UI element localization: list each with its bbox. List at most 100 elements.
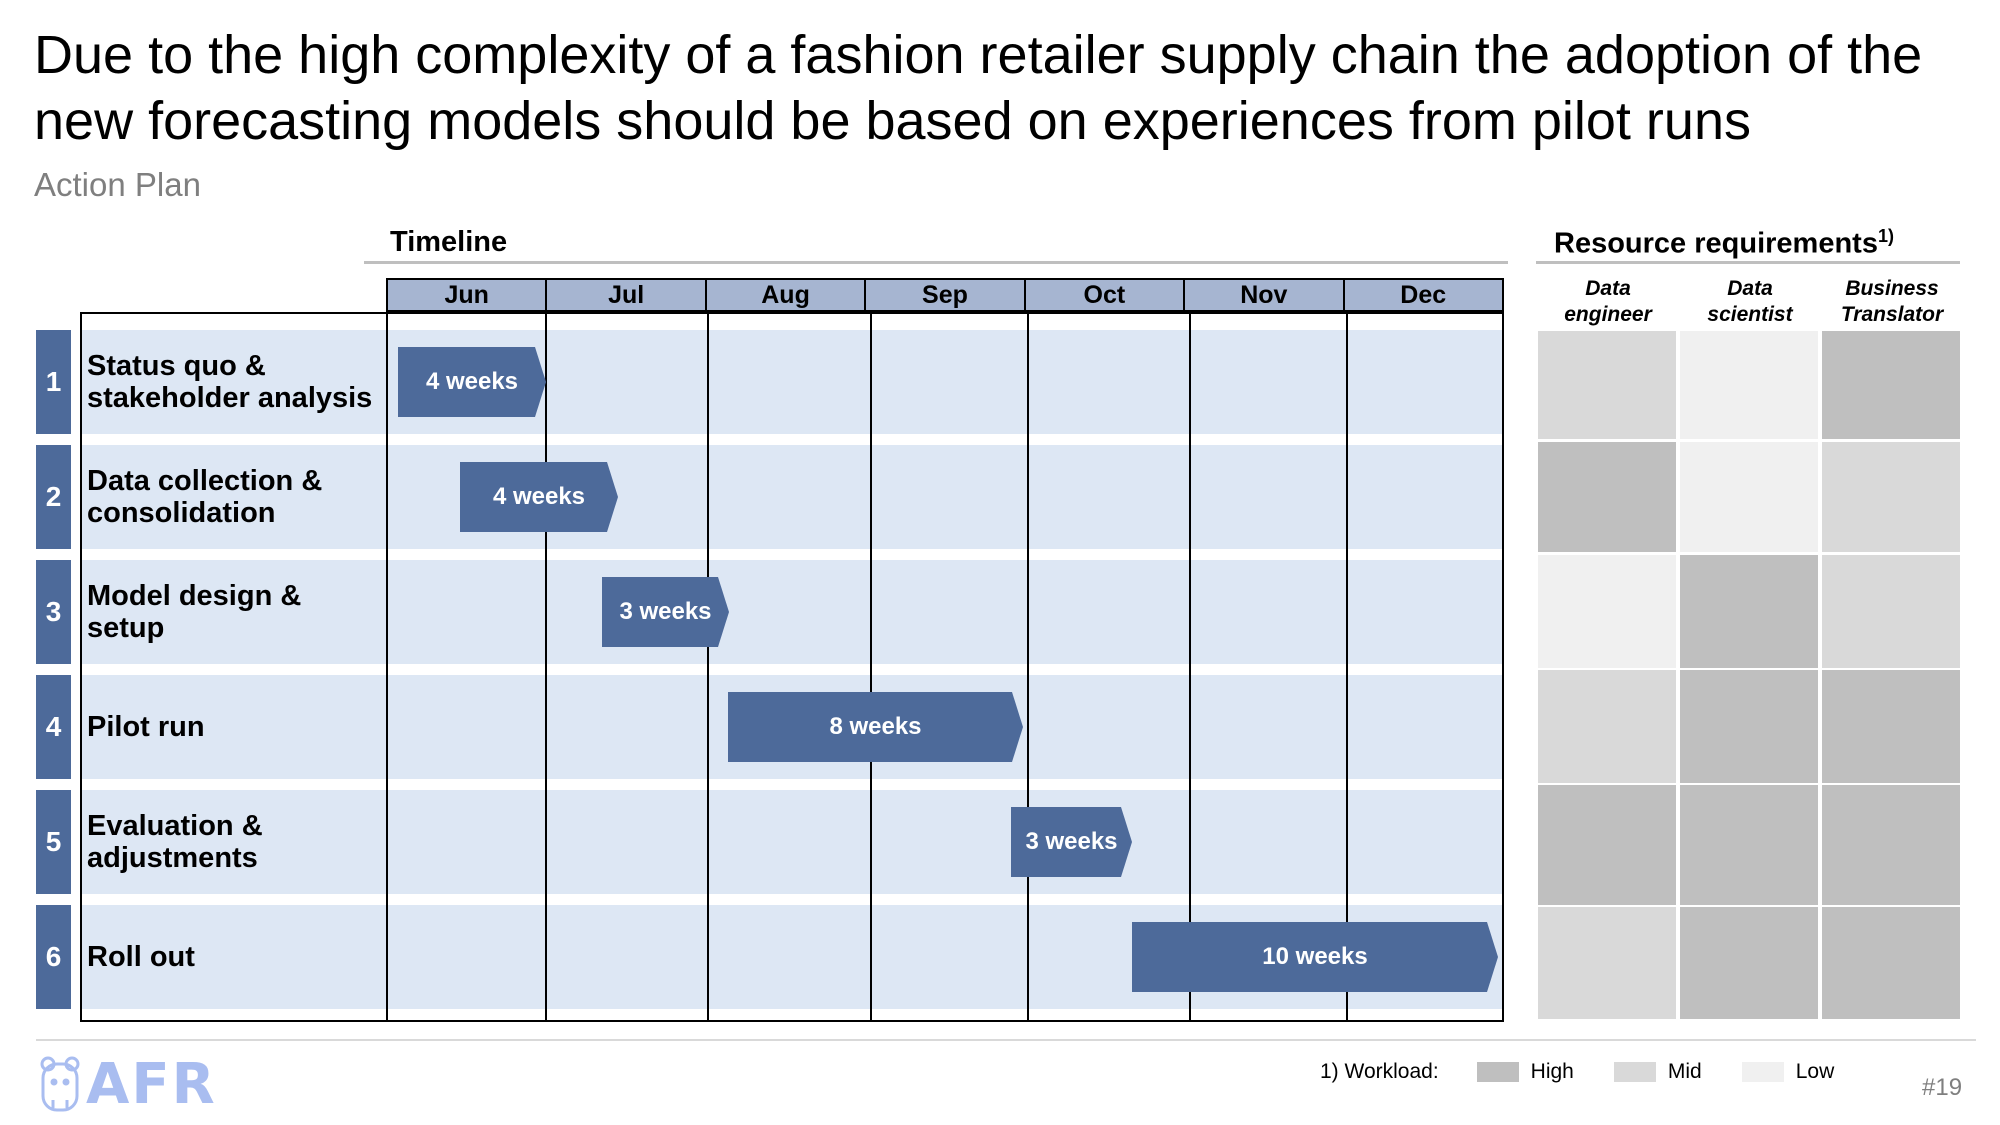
task-number-badge: 3 — [36, 560, 71, 664]
duration-bar: 3 weeks — [602, 577, 729, 647]
legend-swatch-low — [1741, 1062, 1784, 1082]
task-label-line1: Evaluation & — [87, 810, 263, 842]
task-label-text: Data collection & consolidation — [87, 465, 322, 529]
workload-cell-mid — [1538, 331, 1676, 439]
legend-label: 1) Workload: — [1320, 1060, 1439, 1083]
duration-bar: 4 weeks — [460, 462, 618, 532]
timeline-row-band — [388, 330, 1502, 434]
workload-cell-mid — [1822, 442, 1960, 552]
month-aug: Aug — [704, 280, 864, 310]
timeline-gridline — [386, 312, 388, 1022]
task-label-line2: consolidation — [87, 497, 276, 529]
footer-rule — [36, 1039, 1976, 1041]
legend-swatch-high — [1476, 1062, 1519, 1082]
task-label-line1: Model design & — [87, 580, 302, 612]
task-label-band — [82, 560, 386, 664]
task-label-line1: Data collection & — [87, 465, 323, 497]
task-label-text: Evaluation & adjustments — [87, 810, 263, 874]
resources-footnote-mark: 1) — [1877, 226, 1894, 246]
timeline-gridline — [1346, 312, 1348, 1022]
workload-cell-high — [1680, 670, 1818, 783]
legend-text-high: High — [1530, 1060, 1574, 1083]
task-number-badge: 1 — [36, 330, 71, 434]
task-label-line2: stakeholder analysis — [87, 382, 373, 414]
legend-item-high: High — [1476, 1060, 1574, 1084]
timeline-gridline — [1027, 312, 1029, 1022]
timeline-row-band — [388, 560, 1502, 664]
resource-role-header: Data engineer — [1538, 276, 1678, 328]
workload-cell-mid — [1538, 670, 1676, 783]
task-label-line2: adjustments — [87, 842, 258, 874]
task-number-badge: 5 — [36, 790, 71, 894]
timeline-heading-rule — [364, 261, 1508, 264]
timeline-heading: Timeline — [390, 226, 508, 258]
task-label-band — [82, 330, 386, 434]
workload-cell-high — [1680, 785, 1818, 905]
month-dec: Dec — [1342, 280, 1502, 310]
page-number: #19 — [1922, 1074, 1963, 1101]
role-line1: Business — [1845, 277, 1939, 300]
resources-heading-text: Resource requirements — [1554, 227, 1878, 260]
task-label-text: Status quo & stakeholder analysis — [87, 350, 372, 414]
workload-cell-low — [1538, 555, 1676, 668]
workload-cell-high — [1822, 907, 1960, 1019]
role-line2: scientist — [1707, 303, 1793, 326]
task-number-badge: 4 — [36, 675, 71, 779]
months-header: Jun Jul Aug Sep Oct Nov Dec — [386, 278, 1504, 312]
workload-cell-high — [1538, 785, 1676, 905]
role-line1: Data — [1585, 277, 1631, 300]
workload-cell-low — [1680, 442, 1818, 552]
workload-legend: 1) Workload: High Mid Low — [1320, 1060, 1874, 1084]
workload-cell-high — [1680, 555, 1818, 668]
month-jun: Jun — [444, 281, 489, 309]
task-number-badge: 2 — [36, 445, 71, 549]
resources-heading: Resource requirements1) — [1554, 226, 1894, 261]
task-label: Status quo & stakeholder analysis — [87, 330, 387, 434]
task-label-band — [82, 445, 386, 549]
role-line1: Data — [1727, 277, 1773, 300]
duration-bar: 10 weeks — [1132, 922, 1498, 992]
workload-cell-low — [1680, 331, 1818, 439]
legend-swatch-mid — [1613, 1062, 1656, 1082]
workload-cell-high — [1822, 785, 1960, 905]
duration-bar: 4 weeks — [398, 347, 546, 417]
month-oct: Oct — [1023, 280, 1183, 310]
workload-cell-high — [1822, 670, 1960, 783]
task-label-line1: Status quo & — [87, 350, 266, 382]
legend-text-low: Low — [1795, 1060, 1835, 1083]
page-subtitle: Action Plan — [34, 166, 201, 203]
duration-bar: 8 weeks — [728, 692, 1023, 762]
bear-mascot-icon — [40, 1056, 80, 1111]
task-label: Pilot run — [87, 675, 387, 779]
timeline-row-band — [388, 790, 1502, 894]
legend-text-mid: Mid — [1667, 1060, 1702, 1083]
timeline-gridline — [707, 312, 709, 1022]
afr-logo: AFR — [40, 1052, 217, 1117]
task-label-line1: Pilot run — [87, 711, 205, 743]
workload-cell-high — [1538, 442, 1676, 552]
role-line2: engineer — [1564, 303, 1652, 326]
task-label-line1: Roll out — [87, 941, 195, 973]
workload-cell-mid — [1538, 907, 1676, 1019]
task-number-badge: 6 — [36, 905, 71, 1009]
month-jul: Jul — [545, 280, 704, 310]
timeline-gridline — [1502, 312, 1504, 1022]
task-label: Data collection & consolidation — [87, 445, 387, 549]
workload-cell-high — [1680, 907, 1818, 1019]
logo-text: AFR — [86, 1052, 217, 1117]
month-sep: Sep — [864, 280, 1023, 310]
legend-item-low: Low — [1741, 1060, 1835, 1084]
workload-cell-mid — [1822, 555, 1960, 668]
task-label-band — [82, 790, 386, 894]
resource-role-header: Data scientist — [1680, 276, 1820, 328]
task-label-text: Model design & setup — [87, 580, 301, 644]
legend-item-mid: Mid — [1613, 1060, 1702, 1084]
task-label-text: Pilot run — [87, 711, 205, 743]
task-label-band — [82, 675, 386, 779]
resource-role-header: Business Translator — [1822, 276, 1962, 328]
timeline-gridline — [545, 312, 547, 1022]
duration-bar: 3 weeks — [1011, 807, 1132, 877]
task-label-line2: setup — [87, 612, 165, 644]
task-label: Evaluation & adjustments — [87, 790, 387, 894]
timeline-gridline — [1189, 312, 1191, 1022]
